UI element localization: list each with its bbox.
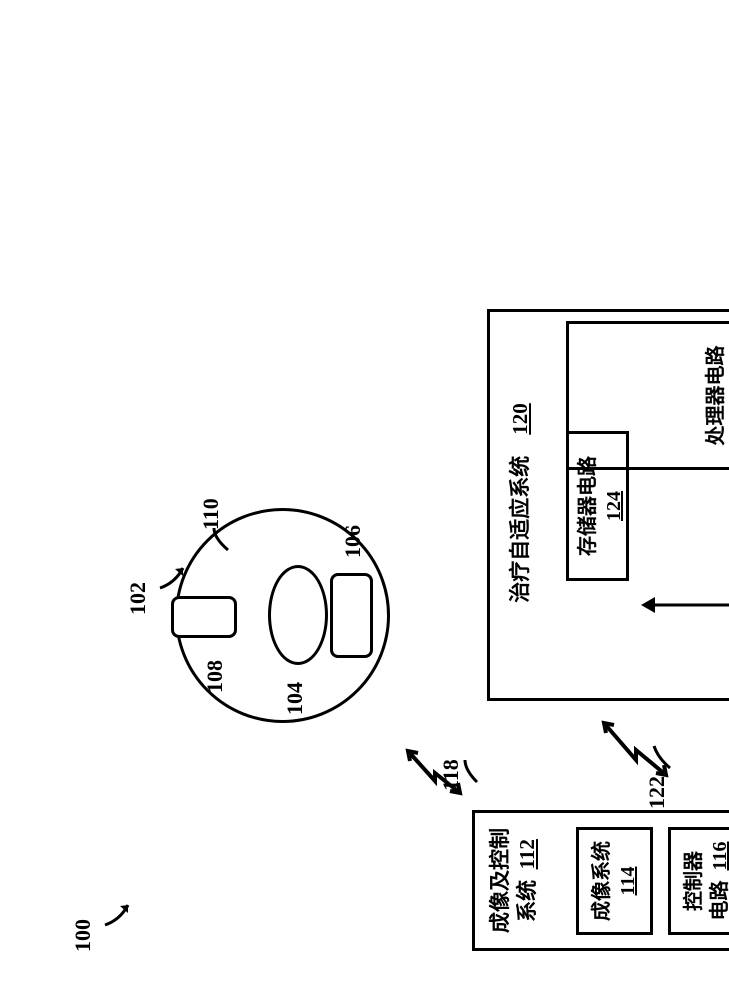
figure-ref-118: 118 <box>438 759 464 791</box>
imaging-control-system-title: 成像及控制 系统 112 <box>487 820 542 941</box>
figure-ref-122: 122 <box>644 776 670 809</box>
patient-table <box>330 573 373 658</box>
rotated-layer: 100 102 110 108 104 106 <box>0 0 729 1000</box>
arrow-icon <box>641 590 729 620</box>
adaptive-system-title: 治疗自适应系统 120 <box>504 338 534 668</box>
ics-title-ref: 112 <box>515 839 539 869</box>
imaging-system-box: 成像系统 114 <box>576 827 653 935</box>
controller-label2: 电路 <box>709 880 729 920</box>
arrow-icon <box>590 468 610 508</box>
lead-line-icon <box>652 740 677 770</box>
adaptive-title-label: 治疗自适应系统 <box>508 456 532 603</box>
ics-title-line2: 系统 <box>515 880 539 922</box>
figure-ref-100: 100 <box>70 919 96 952</box>
controller-ref: 116 <box>709 842 729 871</box>
processor-label: 处理器电路 <box>705 346 727 446</box>
controller-circuit-box: 控制器 电路 116 <box>668 827 729 935</box>
imaging-system-label: 成像系统 <box>591 841 613 921</box>
lead-line-icon <box>463 756 483 786</box>
figure-ref-106: 106 <box>340 525 366 558</box>
processor-circuit-box: 处理器电路 126 <box>566 321 729 470</box>
figure-ref-102: 102 <box>125 582 151 615</box>
ics-title-line1: 成像及控制 <box>488 828 512 933</box>
radiation-source <box>171 596 237 638</box>
figure-ref-104: 104 <box>282 682 308 715</box>
imaging-system-ref: 114 <box>617 867 639 896</box>
figure-canvas: 100 102 110 108 104 106 <box>0 0 729 1000</box>
figure-ref-108: 108 <box>202 660 228 693</box>
controller-label: 控制器 <box>683 851 705 911</box>
patient-body <box>268 565 328 665</box>
adaptive-title-ref: 120 <box>508 403 532 435</box>
lead-line-icon <box>210 526 240 556</box>
ref-arrow-icon <box>100 890 140 930</box>
